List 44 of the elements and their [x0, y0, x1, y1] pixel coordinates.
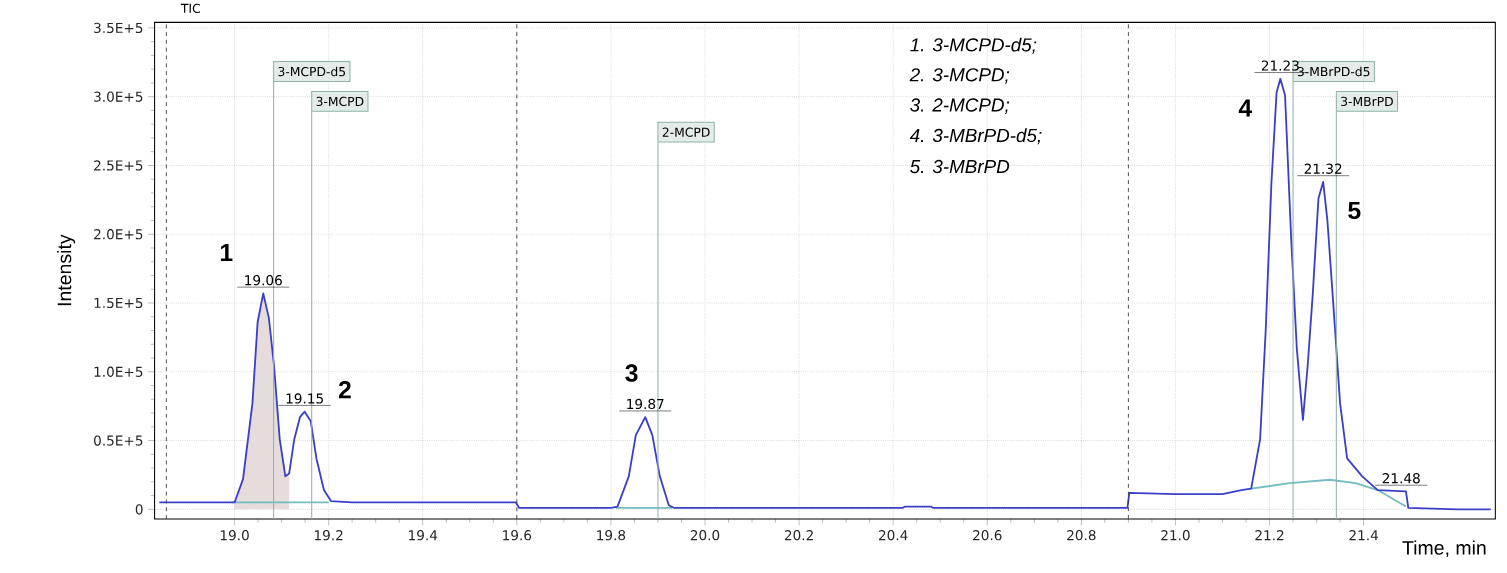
annotation: 5. 3-MBrPD: [910, 159, 1010, 173]
annotation: 21.23: [1261, 60, 1299, 71]
ref-line-label: 3-MCPD-d5: [278, 66, 346, 77]
y-tick-label: 2.5E+5: [94, 160, 143, 171]
x-axis-title: Time, min: [1402, 540, 1486, 557]
annotation: 3: [625, 364, 638, 382]
x-tick-label: 19.4: [409, 529, 438, 541]
x-tick-label: 19.0: [220, 529, 249, 541]
annotation: 1: [220, 243, 233, 261]
annotation: 3. 2-MCPD;: [910, 98, 1010, 114]
x-tick-label: 21.0: [1161, 529, 1190, 541]
y-tick-label: 0.5E+5: [94, 435, 143, 446]
x-tick-label: 21.2: [1255, 529, 1284, 540]
annotation: 19.06: [245, 274, 282, 286]
y-tick-label: 0: [135, 503, 143, 515]
x-tick-label: 20.8: [1067, 529, 1096, 541]
y-tick-label: 2.0E+5: [94, 228, 143, 240]
ref-line-label: 2-MCPD: [662, 127, 710, 137]
annotation: 2. 3-MCPD;: [909, 67, 1010, 84]
y-tick-label: 1.5E+5: [94, 297, 143, 308]
x-tick-label: 19.2: [314, 529, 343, 541]
y-tick-label: 3.5E+5: [94, 22, 143, 33]
ref-line-label: 3-MBrPD: [1341, 96, 1393, 106]
annotation: 21.32: [1304, 163, 1342, 174]
y-axis-title: Intensity: [57, 234, 76, 305]
ref-line-label: 3-MCPD: [316, 96, 364, 106]
x-tick-label: 20.0: [690, 529, 720, 541]
x-tick-label: 21.4: [1349, 529, 1379, 540]
x-tick-label: 20.2: [784, 529, 813, 541]
x-tick-label: 20.6: [973, 529, 1002, 541]
chart-title: TIC: [180, 3, 200, 13]
annotation: 4: [1238, 99, 1253, 117]
annotation: 19.87: [627, 398, 664, 409]
annotation: 21.48: [1382, 472, 1420, 484]
y-tick-label: 1.0E+5: [94, 366, 143, 377]
annotation: 1. 3-MCPD-d5;: [910, 37, 1037, 54]
x-tick-label: 19.6: [503, 529, 532, 541]
annotation: 2: [338, 380, 351, 398]
x-tick-label: 20.4: [878, 529, 908, 541]
annotation: 5: [1348, 201, 1361, 219]
y-tick-label: 3.0E+5: [94, 91, 143, 102]
x-tick-label: 19.8: [597, 529, 626, 541]
annotation: 4. 3-MBrPD-d5;: [909, 128, 1042, 145]
annotation: 19.15: [286, 393, 323, 404]
